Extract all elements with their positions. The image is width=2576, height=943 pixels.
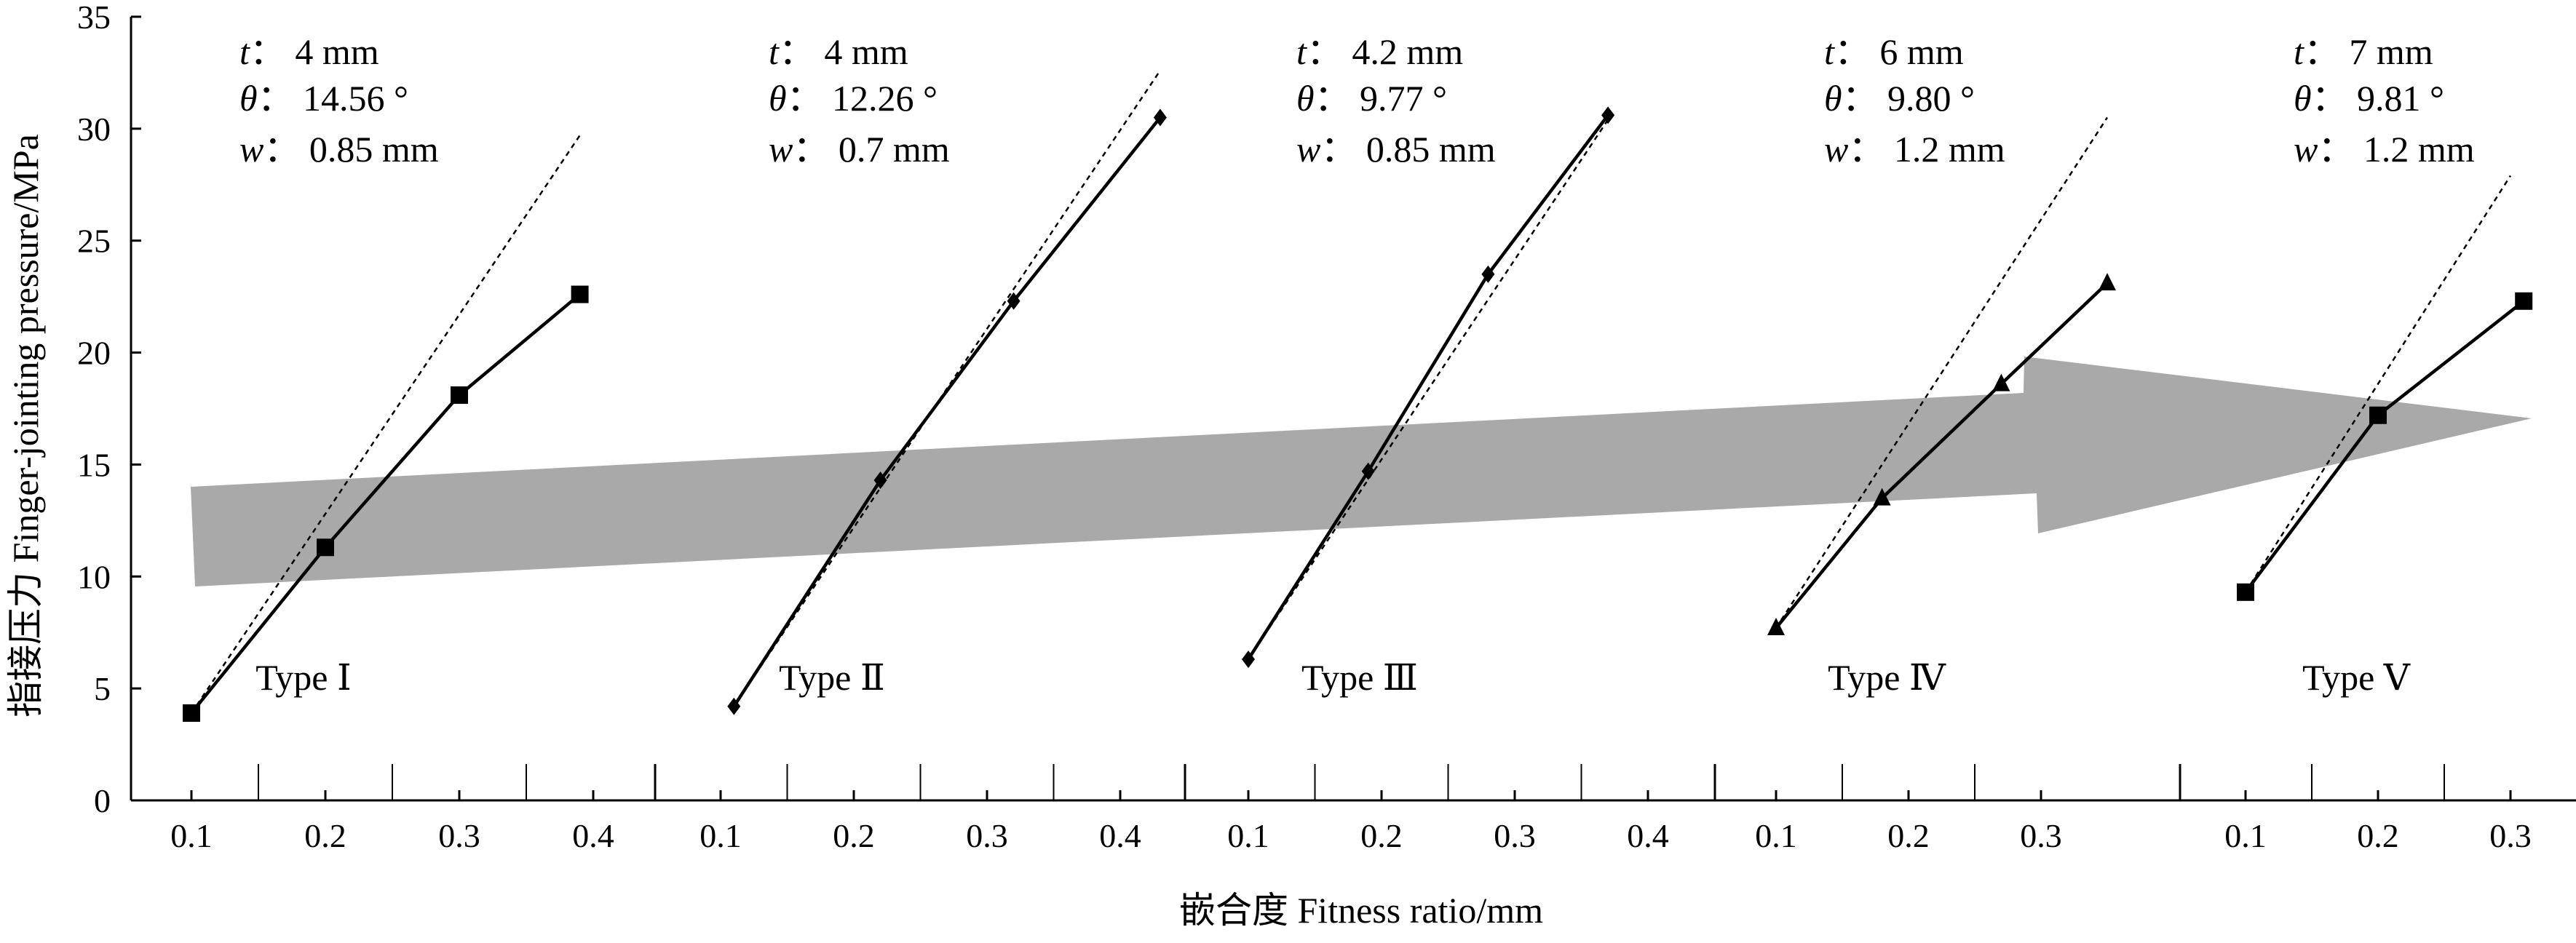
data-point-diamond bbox=[1361, 462, 1375, 480]
param-theta: θ： 9.81 ° bbox=[2294, 78, 2444, 119]
data-point-diamond bbox=[1153, 108, 1167, 127]
param-w: w： 0.85 mm bbox=[239, 129, 439, 170]
x-tick-label: 0.4 bbox=[1099, 817, 1141, 854]
x-tick-label: 0.4 bbox=[1627, 817, 1669, 854]
type-label: Type Ⅲ bbox=[1301, 657, 1418, 698]
y-tick-label: 35 bbox=[77, 0, 111, 36]
data-point-square bbox=[2237, 583, 2254, 601]
panel-type-2: 0.1 0.2 0.3 0.4 t： 4 mm θ： 12.26 ° w： 0.7 mm Ty… bbox=[700, 31, 1186, 854]
trend-line bbox=[2244, 175, 2512, 593]
type-label: Type Ⅴ bbox=[2302, 657, 2411, 698]
data-point-triangle bbox=[1873, 488, 1891, 506]
data-point-diamond bbox=[1481, 265, 1495, 283]
data-point-diamond bbox=[1601, 106, 1615, 124]
data-point-square bbox=[451, 386, 468, 405]
x-tick-label: 0.3 bbox=[2020, 817, 2062, 854]
panel-type-1: 0.1 0.2 0.3 0.4 t： 4 mm θ： 14.56 ° w： 0.85 mm T… bbox=[170, 31, 657, 854]
data-point-diamond bbox=[1242, 650, 1255, 669]
trend-arrow bbox=[191, 357, 2532, 586]
x-tick-label: 0.2 bbox=[1887, 817, 1930, 854]
x-tick-label: 0.1 bbox=[2224, 817, 2267, 854]
type-label: Type Ⅱ bbox=[779, 657, 885, 698]
x-tick-label: 0.3 bbox=[438, 817, 480, 854]
x-tick-label: 0.1 bbox=[1227, 817, 1269, 854]
data-point-square bbox=[2515, 292, 2533, 310]
axis-layer: 0 5 10 15 20 25 30 35 bbox=[77, 0, 2576, 819]
y-tick-label: 15 bbox=[77, 446, 111, 483]
x-tick-label: 0.3 bbox=[1494, 817, 1536, 854]
trend-line bbox=[1775, 116, 2109, 629]
panel-type-5: 0.1 0.2 0.3 t： 7 mm θ： 9.81 ° w： 1.2 mm Type Ⅴ bbox=[2224, 31, 2533, 854]
x-tick-label: 0.3 bbox=[2489, 817, 2532, 854]
y-tick-label: 5 bbox=[94, 670, 111, 707]
param-theta: θ： 9.77 ° bbox=[1296, 78, 1447, 119]
x-tick-label: 0.2 bbox=[833, 817, 875, 854]
x-tick-label: 0.4 bbox=[572, 817, 614, 854]
panel-layer: 0.1 0.2 0.3 0.4 t： 4 mm θ： 14.56 ° w： 0.85 mm T… bbox=[170, 31, 2533, 854]
data-point-diamond bbox=[873, 471, 887, 489]
x-tick-label: 0.1 bbox=[1755, 817, 1797, 854]
data-point-triangle bbox=[2099, 273, 2116, 291]
axis-titles: 指接压力 Finger-jointing pressure/MPa 嵌合度 Fi… bbox=[5, 134, 1543, 931]
x-tick-label: 0.2 bbox=[1360, 817, 1403, 854]
param-t: t： 7 mm bbox=[2294, 31, 2433, 72]
y-axis-title: 指接压力 Finger-jointing pressure/MPa bbox=[5, 134, 46, 717]
param-t: t： 6 mm bbox=[1824, 31, 1964, 72]
data-point-diamond bbox=[727, 697, 741, 715]
trend-line bbox=[190, 135, 581, 714]
series-line bbox=[1247, 114, 1609, 661]
param-w: w： 0.7 mm bbox=[769, 129, 950, 170]
x-axis-title: 嵌合度 Fitness ratio/mm bbox=[1179, 890, 1543, 931]
data-point-triangle bbox=[1992, 373, 2010, 391]
x-tick-label: 0.1 bbox=[170, 817, 213, 854]
y-tick-label: 20 bbox=[77, 335, 111, 372]
data-point-square bbox=[571, 285, 589, 303]
param-w: w： 1.2 mm bbox=[1824, 129, 2005, 170]
param-theta: θ： 9.80 ° bbox=[1824, 78, 1975, 119]
y-tick-label: 0 bbox=[94, 782, 111, 819]
param-theta: θ： 12.26 ° bbox=[769, 78, 938, 119]
type-label: Type Ⅳ bbox=[1828, 657, 1946, 698]
data-point-diamond bbox=[1007, 292, 1021, 310]
series-line bbox=[1775, 282, 2109, 629]
series-line bbox=[732, 116, 1162, 707]
x-tick-label: 0.1 bbox=[700, 817, 742, 854]
type-label: Type Ⅰ bbox=[255, 657, 352, 698]
param-t: t： 4 mm bbox=[769, 31, 908, 72]
y-tick-label: 25 bbox=[77, 223, 111, 260]
trend-line bbox=[1247, 119, 1609, 660]
x-tick-label: 0.2 bbox=[304, 817, 346, 854]
panel-type-4: 0.1 0.2 0.3 t： 6 mm θ： 9.80 ° w： 1.2 mm Type Ⅳ bbox=[1755, 31, 2181, 854]
x-tick-label: 0.3 bbox=[966, 817, 1008, 854]
x-tick-label: 0.2 bbox=[2357, 817, 2399, 854]
y-tick-label: 30 bbox=[77, 111, 111, 148]
param-theta: θ： 14.56 ° bbox=[239, 78, 408, 119]
param-t: t： 4 mm bbox=[239, 31, 379, 72]
data-point-triangle bbox=[1767, 618, 1785, 636]
param-t: t： 4.2 mm bbox=[1296, 31, 1463, 72]
y-tick-label: 10 bbox=[77, 558, 111, 595]
data-point-square bbox=[317, 538, 334, 557]
param-w: w： 0.85 mm bbox=[1296, 129, 1496, 170]
series-line bbox=[190, 293, 582, 715]
panel-type-3: 0.1 0.2 0.3 0.4 t： 4.2 mm θ： 9.77 ° w： 0.85 mm… bbox=[1227, 31, 1716, 854]
data-point-square bbox=[2369, 406, 2387, 424]
data-point-square bbox=[183, 704, 200, 722]
trend-arrow-layer bbox=[191, 357, 2532, 586]
param-w: w： 1.2 mm bbox=[2294, 129, 2475, 170]
